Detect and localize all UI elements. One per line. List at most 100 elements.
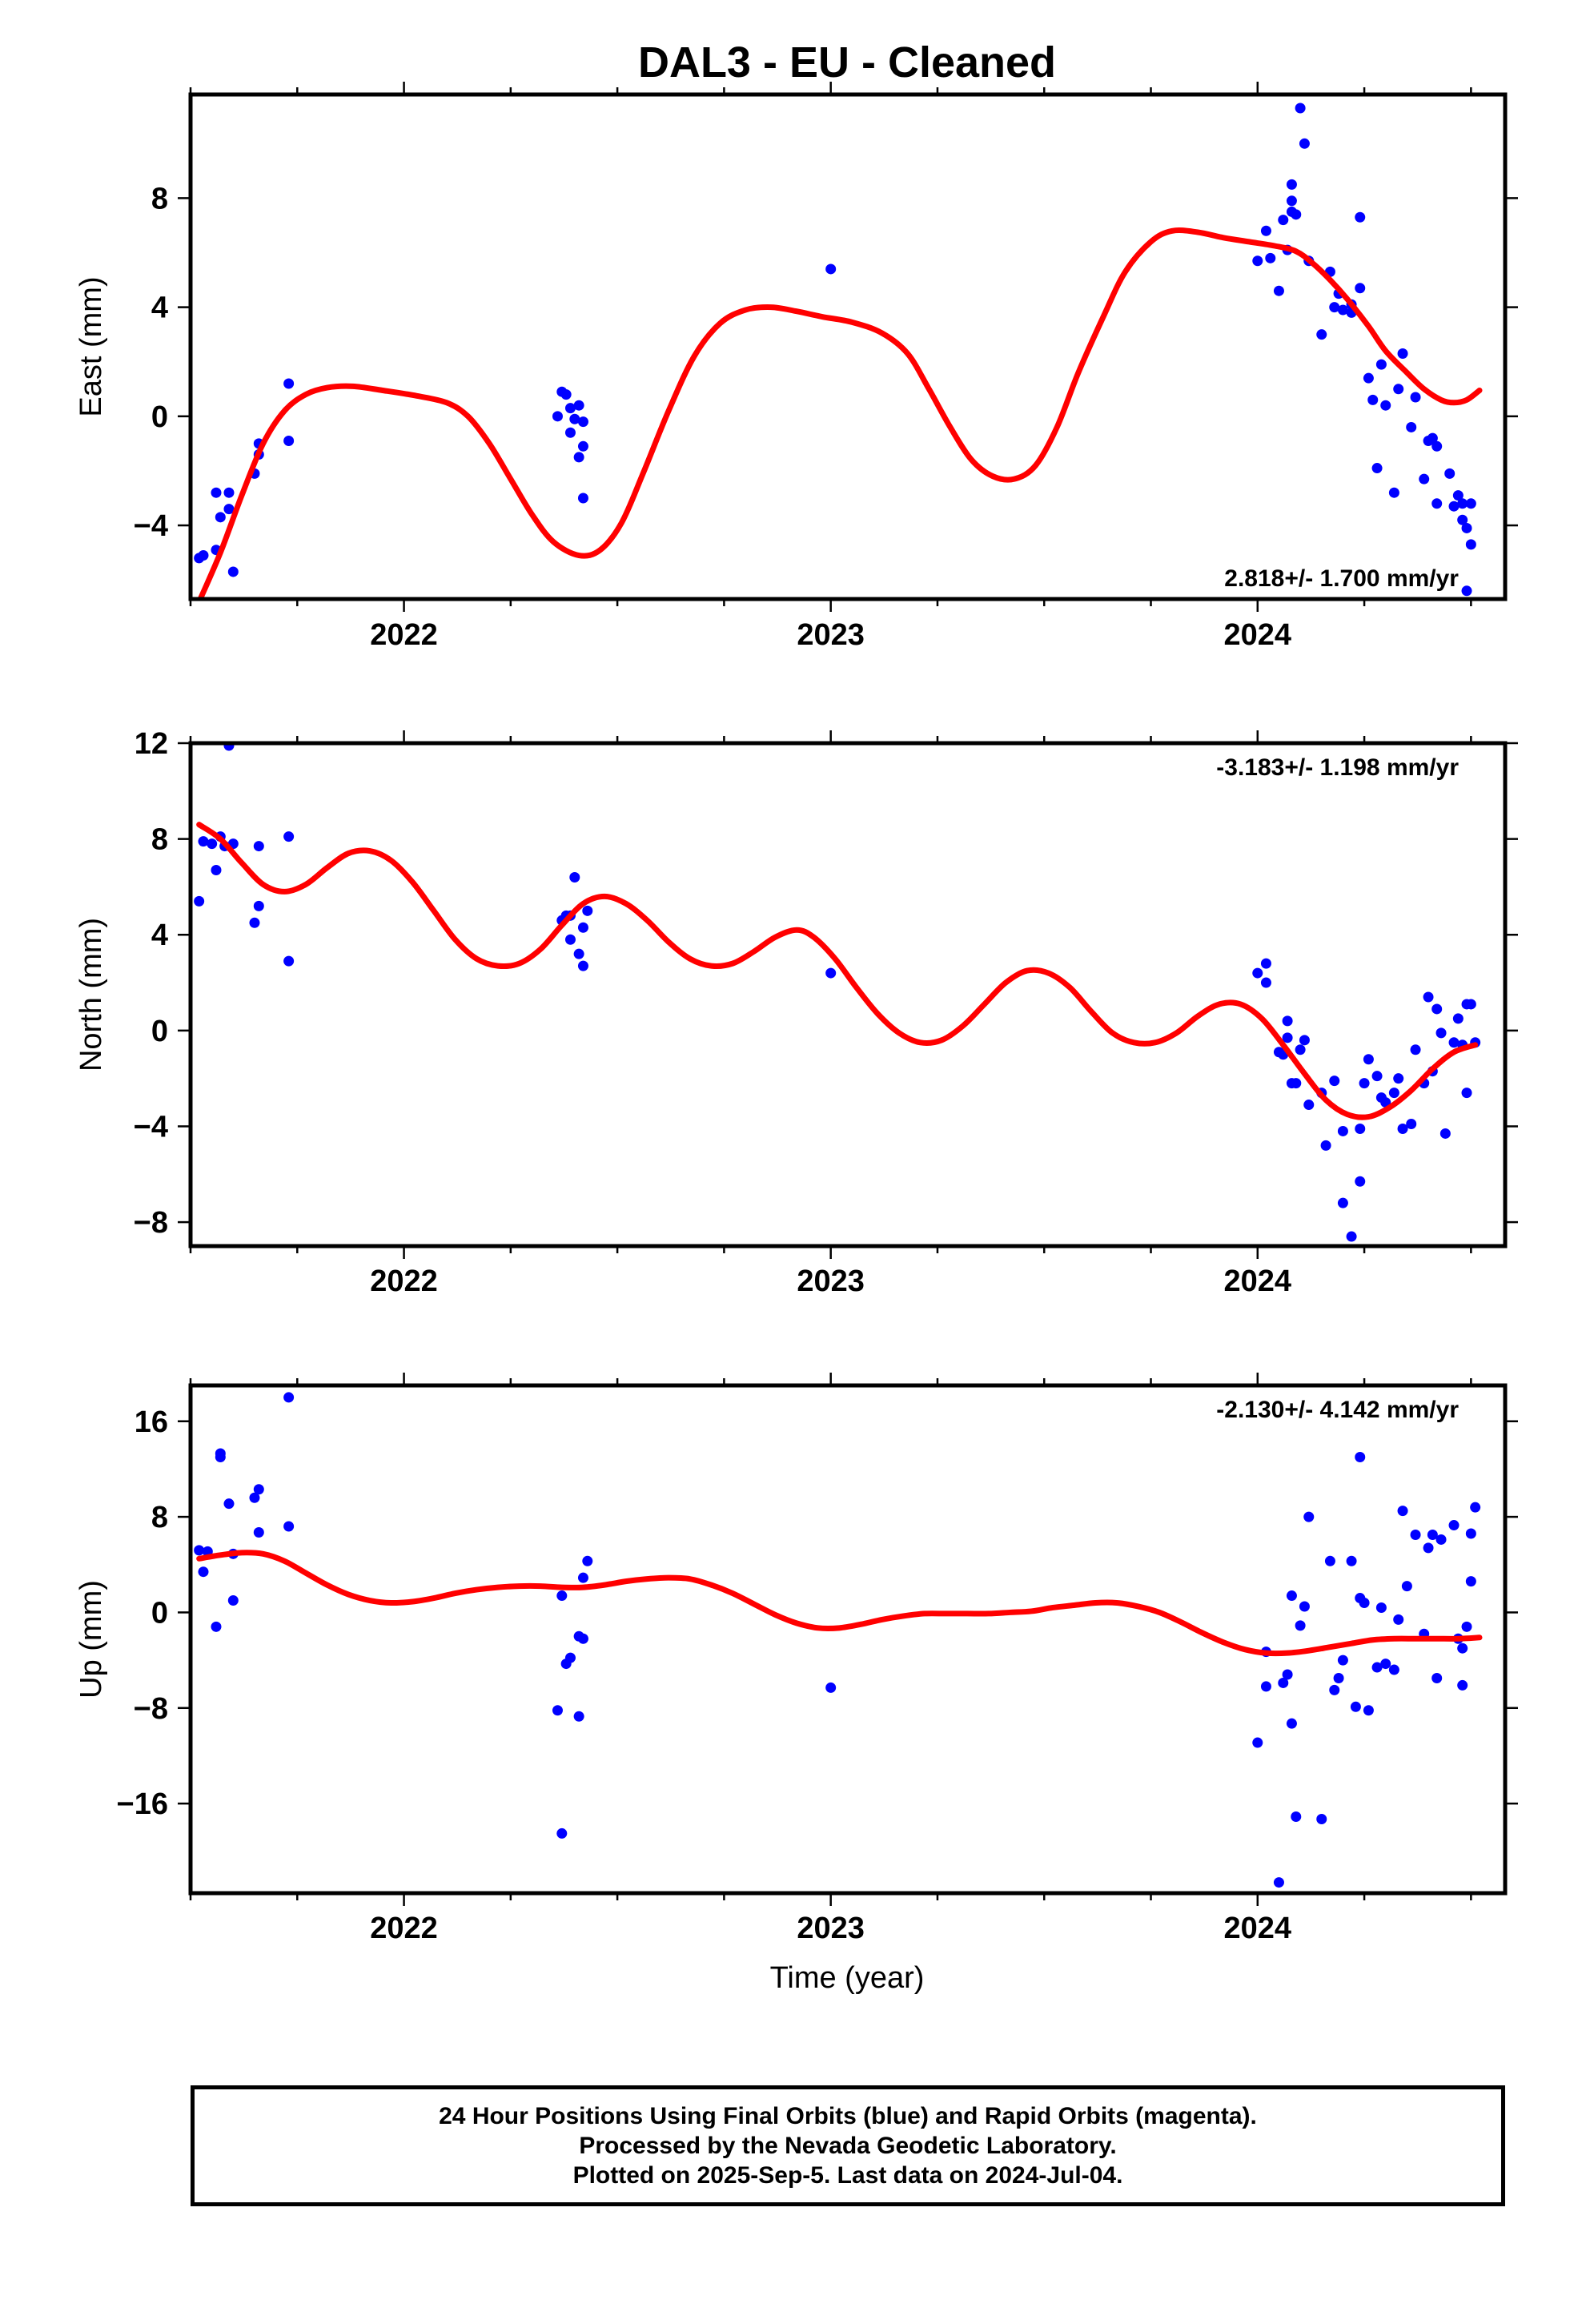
east-data-point: [1329, 302, 1340, 313]
up-data-point: [1427, 1529, 1438, 1540]
north-data-point: [1371, 1071, 1383, 1082]
east-data-point: [1427, 432, 1438, 444]
up-y-tick-label: −8: [134, 1692, 168, 1726]
north-data-point: [825, 967, 837, 979]
east-data-point: [1278, 215, 1289, 226]
caption-box: 24 Hour Positions Using Final Orbits (bl…: [191, 2085, 1505, 2206]
north-data-point: [1291, 1078, 1302, 1089]
north-data-point: [1355, 1176, 1366, 1187]
east-data-point: [215, 512, 226, 523]
north-y-axis-label: North (mm): [74, 918, 108, 1072]
up-data-point: [1329, 1684, 1340, 1695]
up-data-point: [194, 1545, 205, 1556]
caption-line-plotted: Plotted on 2025-Sep-5. Last data on 2024…: [572, 2162, 1123, 2189]
caption-line-processed: Processed by the Nevada Geodetic Laborat…: [579, 2133, 1117, 2159]
north-x-tick-label: 2022: [370, 1265, 438, 1298]
east-data-point: [1286, 179, 1297, 190]
north-data-point: [1252, 967, 1263, 979]
caption-line-orbits: 24 Hour Positions Using Final Orbits (bl…: [439, 2103, 1257, 2129]
east-data-point: [1273, 285, 1284, 296]
north-x-tick-label: 2024: [1224, 1265, 1292, 1298]
north-data-point: [1397, 1123, 1408, 1134]
east-data-point: [1286, 195, 1297, 207]
north-y-tick-label: −4: [134, 1110, 168, 1144]
east-plot-frame: [188, 92, 1508, 601]
east-fit-curve: [197, 227, 1483, 599]
east-data-point: [211, 487, 222, 498]
north-data-point: [198, 836, 209, 847]
north-data-point: [1359, 1078, 1370, 1089]
east-data-point: [283, 378, 295, 389]
east-data-point: [577, 493, 588, 504]
east-data-point: [564, 427, 576, 438]
up-data-point: [552, 1705, 563, 1716]
east-data-point: [573, 452, 584, 463]
up-data-point: [223, 1498, 235, 1510]
up-data-point: [1393, 1614, 1404, 1625]
up-data-point: [1410, 1529, 1421, 1540]
north-rate-label: -3.183+/- 1.198 mm/yr: [1216, 754, 1459, 781]
up-plot-frame: [188, 1383, 1508, 1896]
east-x-tick-label: 2023: [797, 618, 865, 652]
east-data-point: [283, 435, 295, 446]
up-data-point: [283, 1521, 295, 1532]
up-y-axis-label: Up (mm): [74, 1580, 108, 1699]
north-data-point: [211, 864, 222, 875]
up-data-point: [1465, 1576, 1476, 1587]
up-data-point: [556, 1827, 568, 1839]
up-data-point: [283, 1392, 295, 1403]
north-data-point: [1448, 1037, 1460, 1048]
east-data-point: [1461, 522, 1472, 533]
north-data-point: [564, 934, 576, 945]
up-data-point: [1359, 1598, 1370, 1609]
east-data-point: [1465, 539, 1476, 550]
up-data-point: [1260, 1681, 1271, 1692]
east-data-point: [577, 440, 588, 452]
up-x-tick-label: 2023: [797, 1912, 865, 1945]
east-x-tick-label: 2022: [370, 618, 438, 652]
north-data-point: [283, 955, 295, 967]
up-data-point: [1401, 1581, 1412, 1592]
up-data-point: [1457, 1642, 1468, 1654]
up-data-point: [227, 1595, 239, 1606]
east-data-point: [1397, 348, 1408, 360]
north-data-point: [1320, 1140, 1331, 1151]
north-data-point: [1410, 1044, 1421, 1055]
east-y-tick-label: 8: [151, 182, 168, 215]
east-data-point: [1316, 329, 1327, 340]
up-panel: 2022 2023 2024 −16 −8 0 8 16 Up (mm) -2.130+/- 4.…: [74, 1373, 1518, 1945]
north-data-point: [1260, 977, 1271, 988]
up-data-point: [1273, 1877, 1284, 1888]
east-data-point: [573, 400, 584, 411]
north-data-point: [1295, 1044, 1306, 1055]
north-data-point: [1337, 1125, 1348, 1136]
up-data-point: [1371, 1662, 1383, 1673]
east-data-point: [1431, 498, 1443, 509]
up-data-point: [1346, 1555, 1357, 1566]
up-data-point: [249, 1492, 260, 1503]
north-y-tick-label: 12: [135, 727, 168, 761]
north-data-point: [1355, 1123, 1366, 1134]
north-fit-curve: [196, 822, 1479, 1120]
up-data-point: [1286, 1590, 1297, 1602]
up-data-point: [1461, 1621, 1472, 1632]
up-data-point: [1303, 1511, 1315, 1522]
north-data-point: [1329, 1076, 1340, 1087]
north-data-point: [283, 831, 295, 842]
east-data-point: [1410, 392, 1421, 403]
east-y-axis-label: East (mm): [74, 276, 108, 416]
north-data-point: [1461, 1088, 1472, 1099]
east-data-point: [1448, 501, 1460, 512]
up-data-point: [1333, 1672, 1344, 1683]
north-data-point: [207, 838, 218, 850]
up-y-tick-label: 0: [151, 1596, 168, 1630]
east-data-point: [1355, 211, 1366, 223]
up-data-point: [1363, 1705, 1374, 1716]
east-rate-label: 2.818+/- 1.700 mm/yr: [1224, 565, 1459, 592]
up-data-point: [1375, 1602, 1387, 1613]
up-data-point: [1380, 1659, 1391, 1670]
up-data-point: [1286, 1718, 1297, 1729]
north-data-point: [1406, 1118, 1417, 1129]
north-data-point: [1423, 991, 1434, 1003]
up-data-point: [1295, 1620, 1306, 1631]
